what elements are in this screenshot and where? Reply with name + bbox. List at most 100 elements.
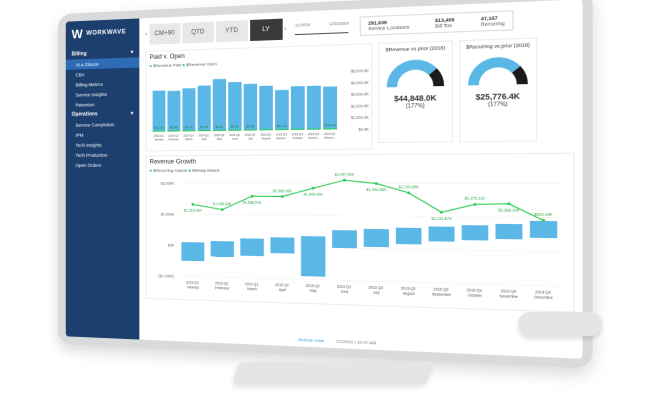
- chevron-left-icon[interactable]: ‹: [145, 31, 148, 38]
- x-tick-quarter: 2019 Q1: [186, 280, 200, 285]
- end-date[interactable]: 12/31/2019: [329, 20, 349, 26]
- bar-paid: [212, 78, 227, 132]
- x-tick-month: April: [201, 137, 207, 141]
- x-tick-month: August: [403, 291, 415, 296]
- x-tick-quarter: 2019 Q2: [306, 284, 321, 289]
- bar-paid: [306, 85, 321, 130]
- gauge-percent: (177%): [487, 101, 508, 109]
- bar-paid: [167, 90, 181, 132]
- gauge-title: $Recurring vs prior (2018): [466, 42, 530, 50]
- x-tick-label: 2019 Q3 July: [369, 285, 385, 295]
- kpi-recurring: 47,167 Recurring: [481, 15, 505, 27]
- bar-recurring-cancel: [395, 227, 422, 245]
- brand-logo: W WORKWAVE: [71, 26, 127, 42]
- sidebar-item-tech-production[interactable]: Tech Production: [75, 152, 108, 158]
- x-tick-month: June: [232, 136, 239, 140]
- x-tick-label: 2019 Q1 February: [215, 281, 230, 290]
- kpi-strip: 291,639 Service Locations $13,409 Bill Tos…: [360, 10, 514, 36]
- x-tick-label: 2019 Q3 August: [401, 286, 417, 296]
- bar-recurring-cancel: [181, 242, 205, 262]
- sidebar-item-open-orders[interactable]: Open Orders: [75, 162, 102, 168]
- x-tick-label: 2019 Q4 Decem...: [324, 132, 336, 140]
- kpi-service-locations: 291,639 Service Locations: [368, 19, 409, 32]
- x-tick-label: 2019 Q1 January: [186, 280, 200, 289]
- x-tick-label: 2019 Q4 December: [534, 290, 554, 300]
- bar-open: [259, 129, 273, 131]
- point-newly-added: [250, 194, 254, 198]
- chevron-right-icon[interactable]: ›: [284, 25, 287, 33]
- bar-open: [290, 128, 305, 131]
- bar-open: [275, 128, 289, 131]
- main-content: ‹ CM+90 QTD YTD LY › 1/1/2019 12/31/2019 …: [139, 0, 582, 359]
- keyboard: [232, 362, 434, 384]
- sidebar-item-tech-insights[interactable]: Tech Insights: [75, 142, 102, 148]
- tab-cm90[interactable]: CM+90: [149, 22, 181, 45]
- gridline: [178, 214, 561, 218]
- x-tick-label: 2019 Q2 June: [229, 133, 240, 141]
- bar-recurring-cancel: [529, 220, 558, 239]
- bar-paid: [259, 85, 273, 131]
- point-newly-added: [220, 208, 224, 211]
- x-tick-month: Decem...: [324, 135, 336, 139]
- bar-open: [306, 128, 321, 130]
- bar-paid: [152, 90, 166, 132]
- y-tick-label: $5,000.0K: [351, 69, 370, 74]
- paid-open-card: Paid v. Open ■ $Revenue Paid ■ $Revenue …: [145, 43, 373, 152]
- bar-recurring-cancel: [270, 237, 295, 254]
- open-data-label: $5.9K: [231, 124, 239, 128]
- revenue-growth-chart: $2,000K $1,000K $0K ($1,000K) 2019 Q1 Januar…: [158, 173, 570, 300]
- data-label: $1,398.20K: [498, 208, 520, 213]
- point-newly-added: [280, 195, 284, 198]
- y-tick-label: $0K: [168, 243, 175, 247]
- brand-name: WORKWAVE: [86, 29, 127, 37]
- bar-open: [167, 130, 181, 132]
- section-label: Billing: [71, 50, 87, 58]
- date-range-slider[interactable]: 1/1/2019 12/31/2019: [295, 21, 349, 35]
- x-tick-quarter: 2019 Q2: [337, 285, 352, 290]
- bar-recurring-cancel: [301, 236, 326, 277]
- gauge-remaining: [433, 72, 439, 87]
- x-tick-quarter: 2019 Q2: [275, 283, 290, 288]
- x-tick-month: March: [185, 137, 193, 141]
- tab-ly[interactable]: LY: [249, 18, 283, 42]
- refresh-date: 7/1/2020 | 10:47 AM: [335, 338, 377, 346]
- tab-qtd[interactable]: QTD: [182, 21, 214, 44]
- x-tick-quarter: 2019 Q4: [308, 132, 320, 136]
- slider-track[interactable]: [295, 31, 349, 35]
- data-label: $2,097.60K: [335, 173, 356, 177]
- y-tick-label: ($1,000K): [158, 274, 174, 279]
- bar-recurring-cancel: [210, 241, 234, 258]
- sidebar: W WORKWAVE Billing ▾ At a Glance CBA Billi…: [65, 18, 140, 340]
- open-data-label: $12.3K: [154, 125, 164, 129]
- data-label: $1,994.58K: [366, 188, 387, 192]
- mouse: [518, 312, 602, 336]
- y-tick-label: $4,000.0K: [351, 80, 370, 85]
- point-newly-added: [439, 210, 444, 214]
- x-tick-quarter: 2019 Q1: [215, 281, 229, 286]
- x-tick-label: 2019 Q1 February: [168, 133, 180, 141]
- bar-paid: [182, 88, 196, 132]
- start-date[interactable]: 1/1/2019: [295, 22, 311, 28]
- bar-open: [152, 130, 166, 132]
- open-data-label: $7.5K: [200, 125, 208, 129]
- monitor: W WORKWAVE Billing ▾ At a Glance CBA Billi…: [58, 0, 593, 369]
- x-tick-label: 2019 Q3 July: [245, 133, 256, 141]
- kpi-label: Recurring: [480, 20, 505, 28]
- bar-open: [228, 129, 242, 131]
- x-tick-month: Novem...: [308, 135, 320, 139]
- gauge-recurring: $Recurring vs prior (2018) $25,776.4K (1…: [459, 37, 537, 143]
- tab-ytd[interactable]: YTD: [215, 20, 248, 43]
- data-label: $1,846.95K: [304, 192, 324, 196]
- x-tick-month: May: [217, 137, 223, 141]
- x-tick-label: 2019 Q4 October: [292, 132, 304, 140]
- bar-recurring-cancel: [428, 226, 455, 242]
- open-data-label: $6.6K: [215, 125, 223, 129]
- section-label: Operations: [71, 111, 98, 118]
- chevron-icon: ▾: [130, 110, 134, 117]
- x-tick-month: April: [279, 288, 287, 293]
- x-tick-label: 2019 Q3 August: [260, 132, 272, 140]
- x-tick-quarter: 2019 Q3: [433, 287, 449, 292]
- bar-paid: [197, 85, 211, 132]
- x-tick-quarter: 2019 Q3: [276, 132, 288, 136]
- bar-paid: [228, 81, 242, 131]
